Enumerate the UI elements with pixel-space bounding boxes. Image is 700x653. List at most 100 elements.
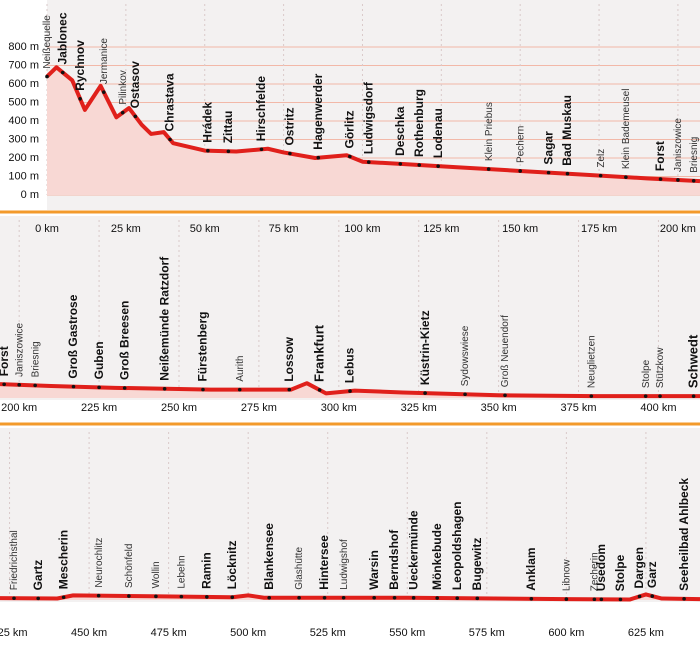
place-label: Groß Breesen — [117, 301, 131, 380]
place-dot — [592, 597, 597, 602]
place-dot — [36, 596, 40, 601]
place-dot — [226, 149, 231, 154]
place-dot — [637, 594, 642, 599]
y-tick-label: 700 m — [8, 59, 39, 71]
place-dot — [201, 387, 205, 392]
panel-backgrounds — [0, 0, 700, 602]
x-tick-label: 400 km — [640, 402, 676, 414]
place-label: Berndshof — [387, 529, 401, 590]
place-label: Lebehn — [177, 555, 188, 588]
x-tick-label: 150 km — [502, 223, 538, 235]
place-label: Blankensee — [262, 523, 276, 590]
place-dot — [658, 394, 662, 398]
place-label: Rychnov — [73, 40, 87, 91]
elevation-line — [0, 592, 700, 602]
place-dot — [435, 596, 439, 600]
place-label: Briesnig — [30, 341, 41, 377]
place-dot — [122, 386, 127, 390]
place-label: Chrastava — [163, 73, 177, 131]
place-dot — [206, 148, 210, 153]
place-dot — [565, 171, 570, 176]
place-label: Ludwigshof — [339, 539, 350, 590]
place-label: Lodenau — [431, 108, 445, 158]
place-label: Stolpe — [641, 359, 652, 388]
x-tick-label: 450 km — [71, 627, 107, 639]
place-dot — [78, 97, 82, 101]
place-dot — [317, 388, 322, 392]
place-label: Stolpe — [613, 554, 627, 591]
x-tick-label: 600 km — [548, 627, 584, 639]
place-dot — [259, 147, 264, 152]
place-label: Jermanice — [99, 38, 110, 85]
x-tick-label: 200 km — [1, 402, 37, 414]
place-label: Neißequelle — [42, 15, 53, 69]
place-label: Ostritz — [283, 108, 297, 146]
place-dot — [2, 382, 6, 387]
place-dot — [624, 175, 628, 179]
place-label: Groß Gastrose — [66, 294, 80, 378]
place-dot — [61, 595, 66, 600]
place-label: Janiszowice — [673, 118, 684, 172]
x-tick-label: 625 km — [628, 627, 664, 639]
place-label: Zecherin — [590, 552, 601, 591]
x-tick-label: 225 km — [81, 402, 117, 414]
x-tick-label: 300 km — [321, 402, 357, 414]
place-label: Friedrichsthal — [9, 530, 20, 590]
place-dot — [71, 384, 76, 389]
place-dot — [599, 597, 604, 602]
place-dot — [529, 596, 534, 601]
place-label: Neurochlitz — [94, 538, 105, 588]
place-dot — [475, 596, 480, 601]
place-label: Garz — [645, 561, 659, 588]
x-tick-label: 575 km — [469, 627, 505, 639]
place-dot — [503, 393, 507, 398]
place-label: Usedom — [594, 544, 608, 591]
place-label: Ueckermünde — [406, 510, 420, 590]
place-label: Görlitz — [343, 111, 357, 149]
place-dot — [341, 595, 346, 600]
place-dot — [322, 595, 327, 600]
place-label: Libnow — [562, 559, 573, 591]
place-dot — [120, 110, 125, 115]
place-label: Ostasov — [128, 61, 142, 109]
place-label: Groß Neuendorf — [500, 315, 511, 387]
place-label: Pilinkov — [118, 70, 129, 104]
place-label: Gartz — [31, 560, 45, 591]
place-label: Glashütte — [294, 547, 305, 590]
place-label: Bugewitz — [470, 538, 484, 591]
x-tick-label: 475 km — [151, 627, 187, 639]
place-label: Ramin — [199, 552, 213, 589]
place-dot — [316, 155, 321, 160]
place-dot — [133, 114, 138, 119]
y-tick-label: 0 m — [21, 189, 39, 201]
place-dot — [423, 391, 427, 395]
place-dot — [691, 394, 696, 398]
place-dot — [372, 595, 376, 600]
place-label: Briesnig — [689, 137, 700, 173]
place-dot — [127, 594, 131, 598]
y-tick-label: 600 m — [8, 78, 39, 90]
place-label: Hrádek — [201, 102, 215, 143]
place-label: Deschka — [393, 106, 407, 156]
place-label: Jablonec — [55, 12, 69, 64]
place-dot — [205, 595, 209, 599]
place-label: Forst — [0, 346, 11, 376]
place-label: Hintersee — [317, 535, 331, 590]
place-dot — [45, 74, 49, 79]
x-tick-label: 250 km — [161, 402, 197, 414]
place-dot — [154, 594, 158, 599]
place-dot — [60, 70, 65, 75]
place-dot — [97, 385, 101, 390]
place-label: Sagar — [541, 131, 555, 165]
elevation-line — [45, 65, 700, 184]
place-label: Ludwigsdorf — [361, 81, 375, 154]
place-label: Zelz — [596, 149, 607, 168]
place-label: Anklam — [524, 547, 538, 590]
x-tick-label: 350 km — [481, 402, 517, 414]
y-tick-label: 500 m — [8, 96, 39, 108]
y-tick-label: 100 m — [8, 170, 39, 182]
place-dot — [237, 387, 242, 392]
area — [0, 594, 700, 600]
panel-background — [0, 216, 700, 400]
